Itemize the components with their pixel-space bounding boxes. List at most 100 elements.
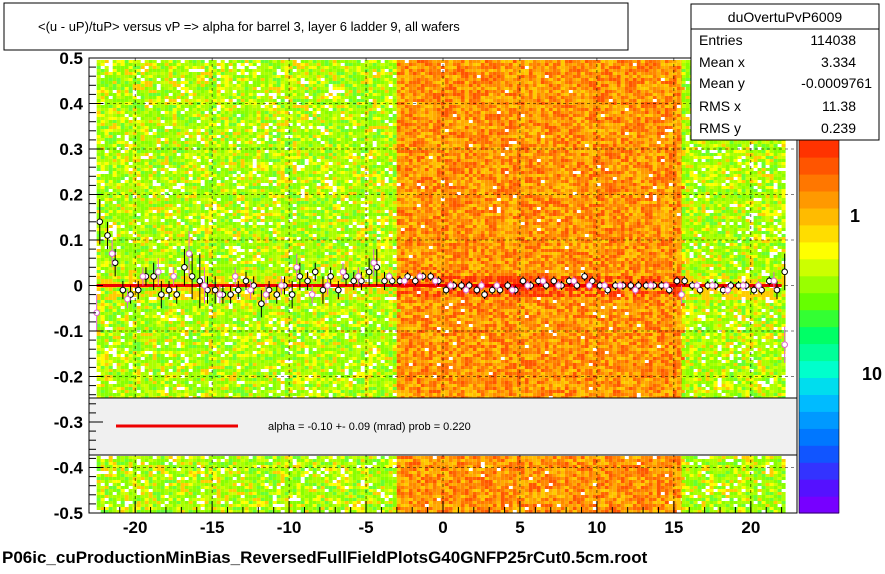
heatmap-cell bbox=[249, 204, 253, 207]
heatmap-cell bbox=[169, 342, 173, 345]
heatmap-cell bbox=[225, 279, 229, 282]
heatmap-cell bbox=[249, 504, 253, 507]
heatmap-cell bbox=[221, 372, 225, 375]
heatmap-cell bbox=[157, 339, 161, 342]
heatmap-cell bbox=[197, 243, 201, 246]
heatmap-cell bbox=[241, 258, 245, 261]
heatmap-cell bbox=[177, 180, 181, 183]
heatmap-cell bbox=[97, 177, 101, 180]
heatmap-cell bbox=[217, 360, 221, 363]
heatmap-cell bbox=[257, 339, 261, 342]
heatmap-cell bbox=[221, 384, 225, 387]
heatmap-cell bbox=[221, 456, 225, 459]
heatmap-cell bbox=[205, 372, 209, 375]
heatmap-cell bbox=[205, 222, 209, 225]
heatmap-cell bbox=[125, 387, 129, 390]
heatmap-cell bbox=[137, 144, 141, 147]
heatmap-cell bbox=[141, 180, 145, 183]
heatmap-cell bbox=[233, 309, 237, 312]
heatmap-cell bbox=[177, 255, 181, 258]
heatmap-cell bbox=[193, 363, 197, 366]
heatmap-cell bbox=[133, 279, 137, 282]
heatmap-cell bbox=[233, 228, 237, 231]
heatmap-cell bbox=[145, 459, 149, 462]
heatmap-cell bbox=[213, 195, 217, 198]
heatmap-cell bbox=[253, 255, 257, 258]
heatmap-cell bbox=[181, 195, 185, 198]
heatmap-cell bbox=[109, 486, 113, 489]
heatmap-cell bbox=[193, 123, 197, 126]
heatmap-cell bbox=[185, 150, 189, 153]
heatmap-cell bbox=[117, 330, 121, 333]
heatmap-cell bbox=[141, 336, 145, 339]
heatmap-cell bbox=[149, 315, 153, 318]
heatmap-cell bbox=[173, 471, 177, 474]
heatmap-cell bbox=[133, 474, 137, 477]
heatmap-cell bbox=[253, 360, 257, 363]
heatmap-cell bbox=[205, 459, 209, 462]
heatmap-cell bbox=[245, 84, 249, 87]
heatmap-cell bbox=[217, 195, 221, 198]
heatmap-cell bbox=[141, 300, 145, 303]
heatmap-cell bbox=[141, 231, 145, 234]
heatmap-cell bbox=[217, 177, 221, 180]
heatmap-cell bbox=[149, 498, 153, 501]
heatmap-cell bbox=[221, 210, 225, 213]
heatmap-cell bbox=[205, 495, 209, 498]
heatmap-cell bbox=[121, 456, 125, 459]
heatmap-cell bbox=[193, 258, 197, 261]
heatmap-cell bbox=[177, 150, 181, 153]
heatmap-cell bbox=[249, 117, 253, 120]
heatmap-cell bbox=[145, 258, 149, 261]
heatmap-cell bbox=[161, 360, 165, 363]
heatmap-cell bbox=[177, 117, 181, 120]
heatmap-cell bbox=[141, 234, 145, 237]
heatmap-cell bbox=[245, 174, 249, 177]
heatmap-cell bbox=[225, 240, 229, 243]
heatmap-cell bbox=[133, 252, 137, 255]
heatmap-cell bbox=[145, 150, 149, 153]
heatmap-cell bbox=[249, 69, 253, 72]
heatmap-cell bbox=[205, 144, 209, 147]
heatmap-cell bbox=[129, 252, 133, 255]
heatmap-cell bbox=[165, 357, 169, 360]
heatmap-cell bbox=[113, 69, 117, 72]
heatmap-cell bbox=[261, 144, 265, 147]
heatmap-cell bbox=[141, 225, 145, 228]
heatmap-cell bbox=[229, 378, 233, 381]
heatmap-cell bbox=[205, 501, 209, 504]
heatmap-cell bbox=[197, 324, 201, 327]
heatmap-cell bbox=[201, 66, 205, 69]
heatmap-cell bbox=[161, 309, 165, 312]
heatmap-cell bbox=[261, 96, 265, 99]
heatmap-cell bbox=[141, 360, 145, 363]
heatmap-cell bbox=[185, 384, 189, 387]
heatmap-cell bbox=[169, 117, 173, 120]
heatmap-cell bbox=[133, 171, 137, 174]
heatmap-cell bbox=[97, 270, 101, 273]
heatmap-cell bbox=[129, 336, 133, 339]
heatmap-cell bbox=[217, 186, 221, 189]
heatmap-cell bbox=[197, 150, 201, 153]
heatmap-cell bbox=[257, 321, 261, 324]
heatmap-cell bbox=[133, 459, 137, 462]
heatmap-cell bbox=[257, 69, 261, 72]
heatmap-cell bbox=[121, 462, 125, 465]
heatmap-cell bbox=[249, 228, 253, 231]
heatmap-cell bbox=[257, 258, 261, 261]
heatmap-cell bbox=[205, 393, 209, 396]
heatmap-cell bbox=[205, 120, 209, 123]
heatmap-cell bbox=[133, 231, 137, 234]
heatmap-cell bbox=[121, 207, 125, 210]
heatmap-cell bbox=[221, 360, 225, 363]
heatmap-cell bbox=[185, 72, 189, 75]
heatmap-cell bbox=[221, 141, 225, 144]
heatmap-cell bbox=[197, 321, 201, 324]
heatmap-cell bbox=[157, 387, 161, 390]
heatmap-cell bbox=[161, 69, 165, 72]
heatmap-cell bbox=[177, 507, 181, 510]
heatmap-cell bbox=[129, 108, 133, 111]
heatmap-cell bbox=[101, 210, 105, 213]
heatmap-cell bbox=[241, 237, 245, 240]
heatmap-cell bbox=[105, 315, 109, 318]
